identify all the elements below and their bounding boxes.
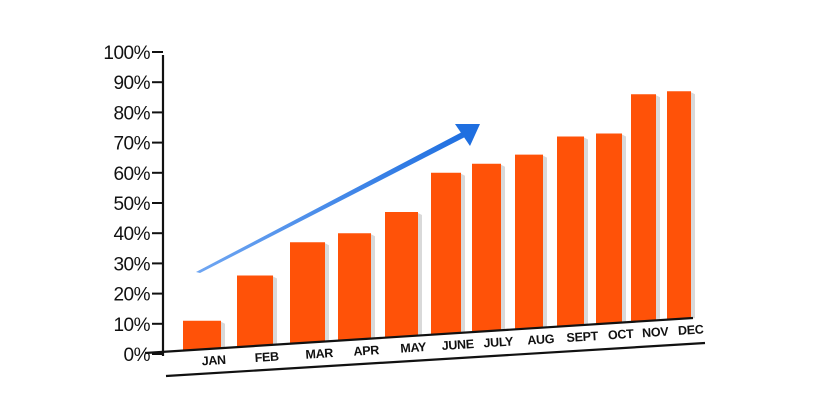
bar-june	[431, 172, 461, 335]
x-tick-label-dec: DEC	[678, 322, 705, 338]
bar-apr	[338, 233, 371, 341]
x-tick-label-oct: OCT	[608, 327, 635, 343]
bar-feb	[237, 275, 273, 348]
x-tick-label-mar: MAR	[305, 346, 334, 362]
y-tick-label: 50%	[113, 194, 150, 215]
x-tick-label-aug: AUG	[527, 332, 555, 348]
trend-arrow-shaft	[196, 132, 465, 273]
y-tick-label: 80%	[113, 103, 150, 124]
x-tick-label-jan: JAN	[201, 353, 226, 369]
bar-july	[472, 163, 501, 333]
y-tick-label: 10%	[113, 315, 150, 336]
y-tick-label: 30%	[113, 254, 150, 275]
axes	[144, 55, 706, 378]
x-tick-label-july: JULY	[483, 334, 514, 350]
bar-dec	[667, 91, 691, 320]
x-tick-label-june: JUNE	[441, 337, 474, 353]
bar-shadow	[325, 243, 329, 342]
y-ticks: 0% 10% 20% 30% 40% 50% 60% 70% 80% 90% 100%	[103, 43, 163, 366]
bar-jan	[183, 320, 221, 351]
x-tick-label-sept: SEPT	[566, 329, 599, 345]
bars-layer	[183, 91, 695, 351]
bar-sept	[557, 136, 584, 327]
bar-shadow	[584, 137, 588, 325]
trend-arrow-head	[455, 124, 480, 146]
y-tick-label: 40%	[113, 224, 150, 245]
x-tick-label-apr: APR	[353, 343, 380, 359]
bar-aug	[515, 154, 543, 330]
bar-mar	[290, 242, 325, 344]
x-axis-bottom-line	[165, 341, 706, 378]
bar-shadow	[622, 134, 626, 323]
y-tick-label: 100%	[103, 43, 150, 64]
bar-nov	[631, 94, 656, 322]
bar-shadow	[221, 321, 225, 349]
bar-shadow	[501, 164, 505, 331]
y-tick-label: 90%	[113, 73, 150, 94]
trend-arrow	[196, 124, 480, 273]
y-tick-label: 60%	[113, 164, 150, 185]
bar-shadow	[461, 173, 465, 333]
x-tick-labels: JAN FEB MAR APR MAY JUNE JULY AUG SEPT OCT NOV DEC	[201, 322, 704, 368]
x-axis-top-line	[144, 316, 694, 355]
x-tick-label-nov: NOV	[642, 325, 670, 341]
bar-shadow	[273, 276, 277, 345]
y-tick-label: 0%	[124, 345, 151, 366]
y-tick-label: 70%	[113, 134, 150, 155]
bar-shadow	[656, 95, 660, 321]
x-tick-label-may: MAY	[400, 340, 428, 356]
bar-shadow	[418, 213, 422, 336]
x-tick-label-feb: FEB	[254, 349, 279, 365]
bar-shadow	[371, 234, 375, 339]
bar-may	[385, 212, 418, 338]
y-tick-label: 20%	[113, 285, 150, 306]
bar-shadow	[691, 92, 695, 319]
bar-oct	[596, 133, 622, 325]
bar-shadow	[543, 155, 547, 328]
